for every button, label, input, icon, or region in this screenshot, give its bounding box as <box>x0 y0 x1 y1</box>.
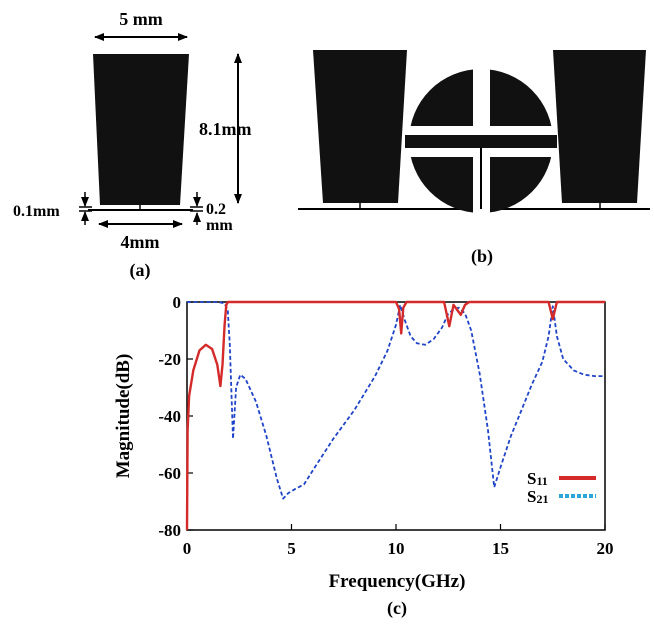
caption-a: (a) <box>130 260 151 281</box>
x-axis-label: Frequency(GHz) <box>329 571 466 592</box>
legend-label-s11: S11 <box>527 469 548 488</box>
patch-trapezoid <box>93 54 189 205</box>
panel-b: (b) <box>298 50 650 267</box>
caption-b: (b) <box>471 246 493 267</box>
circular-resonator <box>405 65 557 217</box>
x-tick-label: 0 <box>183 539 192 558</box>
legend: S11 S21 <box>527 469 596 506</box>
dim-label-gap-right-2: mm <box>206 217 233 234</box>
caption-c: (c) <box>387 598 407 619</box>
panel-a: 5 mm 8.1mm 4mm 0.1mm 0.2 mm (a) <box>13 9 252 281</box>
series-line-s21 <box>187 301 605 500</box>
dim-label-gap-right-1: 0.2 <box>206 201 226 218</box>
y-axis: 0 -20 -40 -60 -80 <box>158 293 193 540</box>
dim-label-top-width: 5 mm <box>119 9 163 29</box>
x-tick-label: 20 <box>597 539 614 558</box>
dim-label-gap-left: 0.1mm <box>13 203 60 220</box>
series-group <box>185 300 605 531</box>
y-tick-label: -20 <box>158 350 181 369</box>
series-line-s11 <box>185 300 605 531</box>
right-patch <box>553 50 646 203</box>
y-tick-label: -40 <box>158 407 181 426</box>
dim-label-bottom-width: 4mm <box>121 232 160 252</box>
y-tick-label: 0 <box>173 293 182 312</box>
legend-label-s21: S21 <box>527 487 548 506</box>
chart-panel-c: 0 -20 -40 -60 -80 0 5 10 15 20 Magnitude(dB) Fre… <box>113 293 614 619</box>
x-axis: 0 5 10 15 20 <box>183 524 614 558</box>
y-axis-label: Magnitude(dB) <box>113 354 134 479</box>
x-tick-label: 5 <box>287 539 296 558</box>
y-tick-label: -60 <box>158 464 181 483</box>
y-tick-label: -80 <box>158 521 181 540</box>
dim-label-height: 8.1mm <box>199 119 252 139</box>
x-tick-label: 15 <box>492 539 509 558</box>
left-patch <box>313 50 407 203</box>
x-tick-label: 10 <box>388 539 405 558</box>
